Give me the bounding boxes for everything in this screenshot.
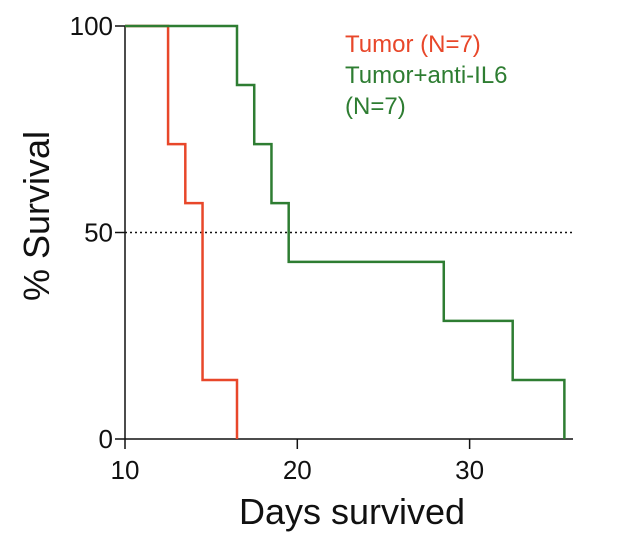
- series-line-tumor: [125, 24, 239, 439]
- x-tick-label: 20: [283, 455, 312, 485]
- x-tick-label: 30: [455, 455, 484, 485]
- legend: Tumor (N=7) Tumor+anti-IL6 (N=7): [345, 31, 508, 120]
- legend-label-tumor-anti-il6-line2: (N=7): [345, 93, 406, 120]
- series-group: [125, 24, 566, 439]
- x-axis-title: Days survived: [239, 491, 465, 532]
- y-tick-label: 0: [99, 424, 113, 454]
- series-line-tumor-anti-il6: [125, 24, 566, 439]
- y-axis-title: % Survival: [16, 131, 57, 301]
- y-tick-label: 50: [84, 218, 113, 248]
- x-tick-label: 10: [111, 455, 140, 485]
- legend-label-tumor: Tumor (N=7): [345, 31, 481, 58]
- legend-label-tumor-anti-il6-line1: Tumor+anti-IL6: [345, 62, 508, 89]
- y-tick-label: 100: [70, 11, 113, 41]
- ticks-group: 10 20 30 0 50 100: [70, 11, 484, 485]
